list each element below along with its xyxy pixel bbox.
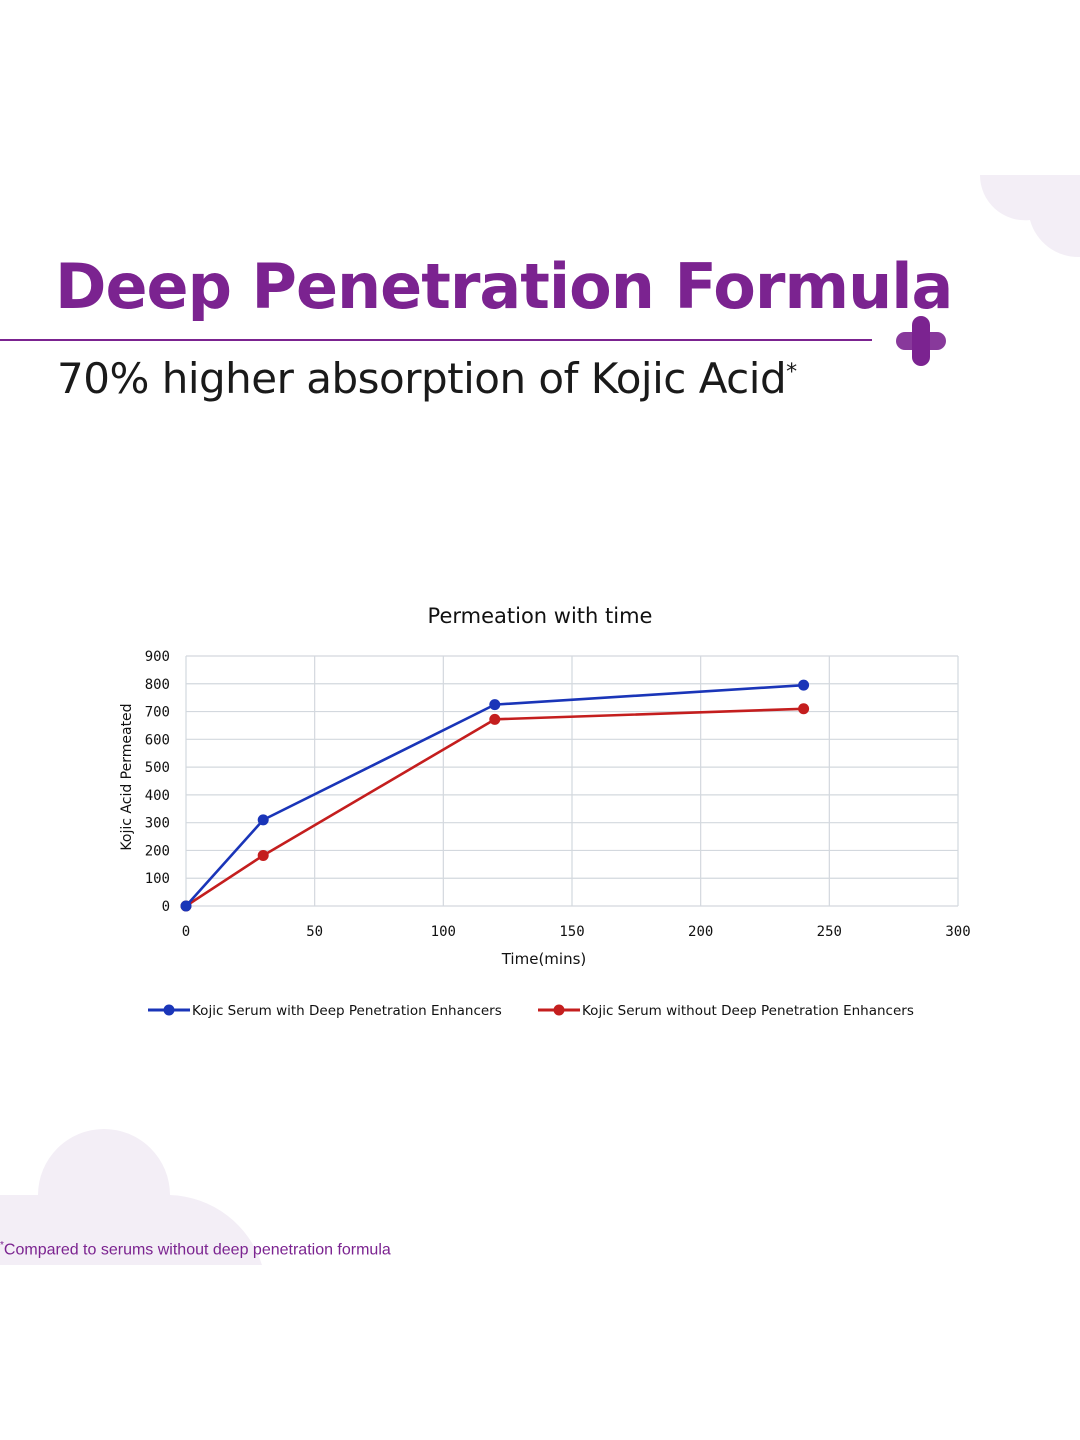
title-divider bbox=[0, 339, 872, 341]
y-tick-label: 400 bbox=[145, 788, 170, 804]
page-title: Deep Penetration Formula bbox=[55, 250, 953, 323]
chart-title: Permeation with time bbox=[428, 604, 653, 628]
data-point bbox=[489, 713, 501, 725]
x-tick-label: 100 bbox=[431, 924, 456, 940]
data-point bbox=[798, 703, 810, 715]
x-tick-label: 200 bbox=[688, 924, 713, 940]
x-tick-label: 300 bbox=[945, 924, 970, 940]
y-tick-label: 700 bbox=[145, 705, 170, 721]
decor-blob-bottom-left bbox=[0, 1129, 262, 1265]
y-axis-label: Kojic Acid Permeated bbox=[119, 703, 135, 850]
plus-cross-icon bbox=[896, 316, 946, 366]
x-axis-label: Time(mins) bbox=[501, 950, 587, 968]
y-tick-label: 0 bbox=[162, 899, 170, 915]
legend-swatch-marker bbox=[553, 1004, 565, 1016]
x-tick-label: 0 bbox=[182, 924, 190, 940]
subtitle-footnote-mark: * bbox=[786, 360, 797, 385]
permeation-line-chart: Permeation with time 0 50 100 150 200 250 300 … bbox=[119, 604, 971, 1019]
page-subtitle: 70% higher absorption of Kojic Acid* bbox=[57, 354, 797, 403]
data-point bbox=[489, 699, 501, 711]
series-line bbox=[185, 683, 804, 907]
y-tick-label: 900 bbox=[145, 649, 170, 665]
series-line bbox=[185, 707, 804, 908]
data-point bbox=[180, 900, 192, 912]
footnote-mark: * bbox=[0, 1240, 4, 1251]
x-tick-label: 250 bbox=[817, 924, 842, 940]
legend-swatch-marker bbox=[163, 1004, 175, 1016]
decor-blob-top-right bbox=[980, 175, 1080, 258]
legend-label: Kojic Serum without Deep Penetration Enh… bbox=[582, 1003, 914, 1019]
y-tick-label: 100 bbox=[145, 871, 170, 887]
x-tick-label: 50 bbox=[306, 924, 323, 940]
subtitle-text: 70% higher absorption of Kojic Acid bbox=[57, 354, 787, 403]
footnote: *Compared to serums without deep penetra… bbox=[0, 1240, 391, 1259]
y-tick-label: 300 bbox=[145, 816, 170, 832]
x-tick-label: 150 bbox=[559, 924, 584, 940]
y-tick-label: 200 bbox=[145, 843, 170, 859]
legend-label: Kojic Serum with Deep Penetration Enhanc… bbox=[192, 1003, 502, 1019]
y-tick-label: 800 bbox=[145, 677, 170, 693]
data-point bbox=[257, 849, 269, 861]
y-tick-label: 600 bbox=[145, 732, 170, 748]
data-point bbox=[798, 679, 810, 691]
footnote-text: Compared to serums without deep penetrat… bbox=[3, 1241, 391, 1259]
y-tick-label: 500 bbox=[145, 760, 170, 776]
data-point bbox=[257, 814, 269, 826]
